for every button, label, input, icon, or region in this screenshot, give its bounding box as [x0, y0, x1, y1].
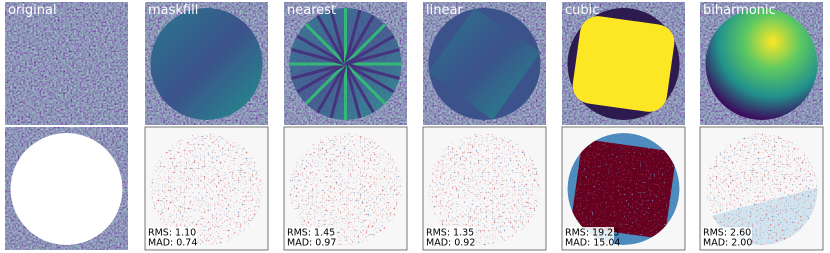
- ray: [345, 48, 400, 66]
- ray: [344, 62, 387, 105]
- residual-blue: [567, 133, 680, 245]
- ray: [344, 63, 375, 114]
- stat-box: [147, 227, 197, 248]
- stat-box: [425, 227, 475, 248]
- ray: [329, 9, 347, 65]
- ray: [296, 34, 347, 66]
- ray: [316, 63, 347, 114]
- stat-box: [702, 227, 752, 248]
- panel-title: maskfill: [148, 3, 198, 18]
- ray: [291, 62, 346, 80]
- ray: [304, 23, 347, 66]
- interp-region: [572, 16, 675, 112]
- mask: [10, 133, 123, 245]
- filled-region: [150, 8, 263, 120]
- ray: [344, 9, 362, 65]
- residual-blue: [428, 133, 541, 245]
- ray: [316, 14, 347, 65]
- stat-rms: RMS: 2.60: [703, 228, 751, 239]
- ray: [344, 63, 362, 119]
- filled-region: [705, 8, 818, 120]
- ray: [304, 62, 347, 105]
- residual: [428, 133, 541, 245]
- ray: [291, 48, 346, 66]
- panel-title: biharmonic: [703, 3, 776, 18]
- panel-title: linear: [426, 3, 463, 18]
- ray: [345, 62, 400, 80]
- residual-blue: [150, 133, 263, 245]
- image-noise: [5, 2, 128, 125]
- panel-title: cubic: [565, 3, 599, 18]
- residual: [289, 133, 402, 245]
- stat-box: [564, 227, 614, 248]
- stat-rms: RMS: 1.35: [426, 228, 474, 239]
- stat-rms: RMS: 1.10: [148, 228, 196, 239]
- panel-title: nearest: [287, 3, 336, 18]
- ray: [296, 62, 347, 94]
- ray: [344, 62, 395, 94]
- stat-rms: RMS: 1.45: [287, 228, 335, 239]
- panel-column: original: [5, 2, 128, 250]
- interp-region: [428, 8, 541, 120]
- stat-mad: MAD: 0.74: [148, 238, 197, 249]
- stat-mad: MAD: 15.04: [565, 238, 620, 249]
- ray: [329, 63, 347, 119]
- stat-rms: RMS: 19.23: [565, 228, 619, 239]
- stat-box: [286, 227, 336, 248]
- stat-mad: MAD: 0.92: [426, 238, 475, 249]
- ray: [344, 14, 375, 65]
- stat-mad: MAD: 2.00: [703, 238, 752, 249]
- ray: [344, 23, 387, 66]
- residual: [567, 133, 680, 245]
- stat-mad: MAD: 0.97: [287, 238, 336, 249]
- panel-title: original: [8, 3, 57, 18]
- residual: [150, 133, 263, 245]
- residual-blue: [705, 133, 818, 245]
- ray: [344, 34, 395, 66]
- residual-blue: [289, 133, 402, 245]
